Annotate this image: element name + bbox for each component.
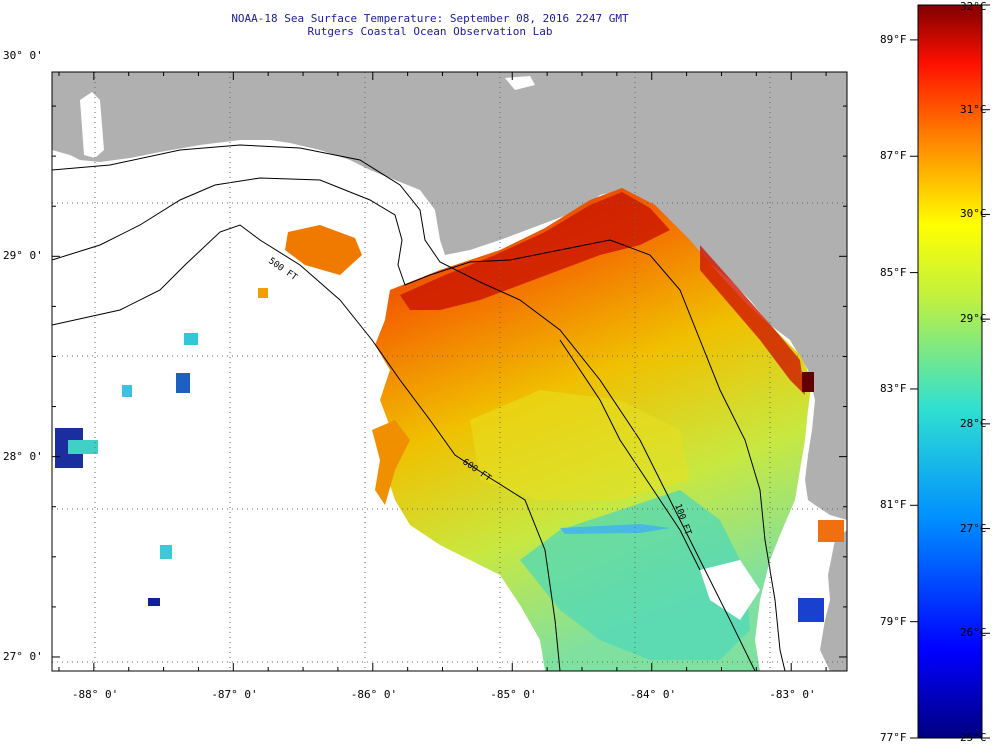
- lat-label: 28° 0': [3, 449, 43, 463]
- celsius-label: 32°C: [960, 0, 987, 13]
- land-peninsula: [820, 530, 847, 671]
- sst-hot-edge: [700, 245, 805, 395]
- depth-contour-line: [52, 144, 756, 671]
- fahrenheit-label: 79°F: [880, 614, 907, 628]
- map-subtitle: Rutgers Coastal Ocean Observation Lab: [307, 25, 553, 38]
- map-border: [51, 71, 848, 672]
- celsius-label: 25°C: [960, 731, 987, 744]
- land-area: [52, 72, 847, 520]
- cloud-gap: [700, 560, 760, 620]
- sst-offshore-patch: [285, 225, 362, 275]
- sst-left-lobe: [372, 420, 410, 505]
- small-patch: [122, 385, 132, 397]
- sst-cool-streak: [560, 524, 670, 534]
- small-patch: [818, 520, 844, 542]
- fahrenheit-label: 85°F: [880, 265, 907, 279]
- small-patch: [160, 545, 172, 559]
- small-patch: [148, 598, 160, 606]
- lon-label: -85° 0': [490, 688, 537, 701]
- celsius-label: 27°C: [960, 521, 987, 535]
- mobile-bay: [80, 92, 104, 158]
- celsius-label: 26°C: [960, 626, 987, 640]
- celsius-label: 29°C: [960, 312, 987, 326]
- small-patch: [798, 598, 824, 622]
- celsius-label: 30°C: [960, 207, 987, 221]
- lat-label: 27° 0': [3, 649, 43, 663]
- map-title: NOAA-18 Sea Surface Temperature: Septemb…: [231, 12, 629, 25]
- small-patch: [184, 333, 198, 345]
- fahrenheit-label: 81°F: [880, 498, 907, 512]
- small-patch: [802, 372, 814, 392]
- coastline: [559, 339, 701, 571]
- fahrenheit-label: 87°F: [880, 149, 907, 163]
- lon-label: -84° 0': [629, 688, 677, 701]
- lat-label: 29° 0': [3, 249, 43, 263]
- sst-hot-band: [400, 192, 670, 310]
- lon-label: -88° 0': [71, 688, 119, 701]
- small-patch: [176, 373, 190, 393]
- small-patch: [68, 440, 98, 454]
- celsius-label: 31°C: [960, 102, 987, 116]
- fahrenheit-label: 77°F: [880, 731, 907, 744]
- celsius-label: 28°C: [960, 416, 987, 430]
- lon-label: -83° 0': [769, 688, 816, 701]
- axis-ticks: [52, 72, 847, 671]
- small-patch: [258, 288, 268, 298]
- colorbar-ticks: [910, 4, 990, 739]
- depth-contour-line: [52, 224, 561, 671]
- colorbar: [917, 4, 983, 739]
- lat-label: 30° 0': [3, 48, 43, 62]
- lon-label: -87° 0': [211, 688, 258, 701]
- fahrenheit-label: 83°F: [880, 381, 907, 395]
- lon-label: -86° 0': [350, 688, 398, 701]
- fahrenheit-label: 89°F: [880, 32, 907, 46]
